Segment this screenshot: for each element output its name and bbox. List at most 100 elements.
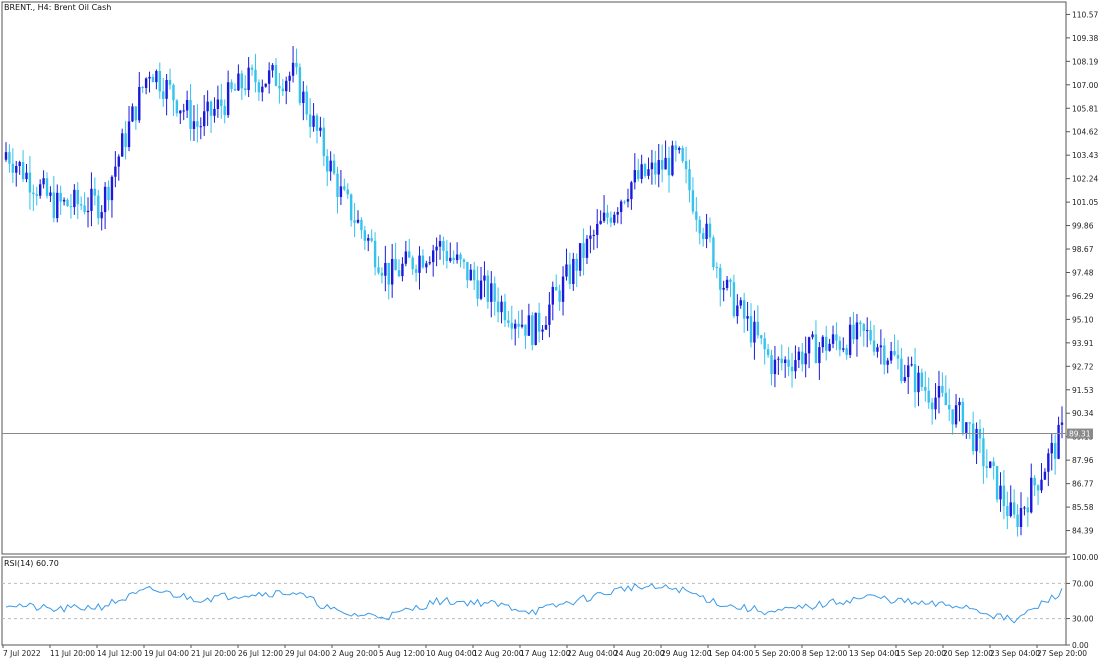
current-price-tag bbox=[1067, 428, 1093, 439]
price-axis: 110.57 109.38 108.19 107.00 105.81 104.62 103.… bbox=[1066, 10, 1098, 536]
time-tick-label: 12 Aug 20:00 bbox=[473, 649, 524, 658]
candle-body bbox=[630, 182, 633, 200]
candle-body bbox=[688, 169, 691, 191]
candle-body bbox=[773, 359, 777, 375]
candle-body bbox=[883, 345, 886, 365]
candle-body bbox=[288, 75, 291, 81]
candle-body bbox=[69, 206, 73, 208]
candle-body bbox=[442, 241, 445, 251]
rsi-tick-label: 0.00 bbox=[1072, 641, 1089, 650]
candle-body bbox=[267, 70, 271, 84]
candle-body bbox=[66, 199, 69, 207]
price-tick-label: 90.34 bbox=[1072, 409, 1094, 418]
candle-body bbox=[715, 267, 719, 269]
candle-body bbox=[756, 321, 760, 336]
candle-body bbox=[196, 121, 199, 127]
candle-body bbox=[131, 106, 134, 122]
price-tick-label: 102.24 bbox=[1072, 175, 1098, 184]
candle-body bbox=[654, 162, 657, 175]
candle-body bbox=[240, 73, 244, 89]
candle-body bbox=[452, 257, 455, 261]
price-tick-label: 85.58 bbox=[1072, 503, 1094, 512]
candle-body bbox=[165, 80, 168, 99]
price-tick-label: 87.96 bbox=[1072, 456, 1094, 465]
candle-body bbox=[708, 223, 712, 238]
candle-body bbox=[992, 461, 995, 467]
candle-body bbox=[179, 110, 182, 114]
candle-body bbox=[148, 76, 151, 79]
candle-body bbox=[749, 316, 753, 343]
candle-body bbox=[25, 172, 28, 180]
candle-body bbox=[141, 87, 144, 89]
candle-body bbox=[18, 162, 21, 167]
time-tick-label: 7 Jul 2022 bbox=[3, 649, 41, 658]
candle-body bbox=[8, 152, 11, 164]
candle-body bbox=[349, 194, 353, 221]
candle-body bbox=[408, 251, 411, 258]
candle-body bbox=[589, 235, 592, 239]
candle-body bbox=[828, 343, 831, 351]
candle-body bbox=[619, 201, 623, 213]
candle-body bbox=[517, 323, 520, 327]
candle-body bbox=[985, 466, 989, 468]
candle-body bbox=[244, 88, 247, 91]
candle-body bbox=[907, 365, 910, 378]
candle-body bbox=[339, 186, 343, 198]
candle-body bbox=[958, 401, 961, 406]
candle-body bbox=[1023, 507, 1026, 509]
candle-body bbox=[995, 466, 999, 500]
candle-body bbox=[660, 160, 664, 170]
price-tick-label: 107.00 bbox=[1072, 81, 1098, 90]
candle-body bbox=[295, 62, 298, 68]
candle-body bbox=[842, 348, 845, 350]
candle-body bbox=[175, 100, 179, 114]
candle-body bbox=[127, 121, 131, 148]
candle-body bbox=[59, 192, 62, 202]
candle-body bbox=[811, 334, 814, 338]
candle-body bbox=[326, 156, 329, 172]
candle-body bbox=[657, 160, 660, 175]
candle-body bbox=[469, 269, 472, 281]
candle-body bbox=[486, 275, 490, 302]
candle-body bbox=[534, 312, 537, 346]
candle-body bbox=[343, 186, 346, 190]
candle-body bbox=[807, 337, 811, 354]
candle-body bbox=[124, 133, 127, 148]
candle-body bbox=[107, 186, 110, 201]
candle-body bbox=[941, 385, 944, 393]
candle-body bbox=[896, 354, 900, 359]
candle-body bbox=[838, 340, 842, 350]
candle-body bbox=[1043, 471, 1047, 480]
candle-body bbox=[804, 353, 807, 365]
candle-body bbox=[889, 351, 893, 361]
candle-body bbox=[322, 127, 326, 157]
candle-body bbox=[541, 329, 544, 332]
candle-body bbox=[913, 364, 917, 393]
candle-body bbox=[431, 250, 435, 263]
candle-body bbox=[15, 166, 18, 173]
candle-body bbox=[1012, 502, 1016, 515]
candle-body bbox=[45, 178, 49, 196]
candle-body bbox=[490, 283, 493, 302]
candle-body bbox=[520, 324, 524, 327]
chart-frame bbox=[1, 1, 1067, 646]
candle-body bbox=[616, 212, 619, 215]
time-tick-label: 27 Sep 20:00 bbox=[1037, 649, 1087, 658]
candle-body bbox=[927, 390, 930, 403]
candle-body bbox=[21, 162, 25, 180]
candle-body bbox=[394, 258, 397, 271]
candle-body bbox=[387, 262, 390, 285]
candle-body bbox=[370, 238, 373, 241]
candle-body bbox=[401, 263, 404, 277]
candle-body bbox=[462, 259, 466, 262]
candle-body bbox=[866, 330, 869, 332]
candle-body bbox=[900, 358, 903, 381]
candle-body bbox=[172, 84, 175, 101]
candle-body bbox=[390, 258, 394, 285]
candle-body bbox=[551, 286, 554, 305]
candle-body bbox=[32, 192, 35, 195]
candle-body bbox=[79, 204, 83, 206]
candle-body bbox=[363, 230, 367, 241]
candle-body bbox=[855, 322, 859, 340]
